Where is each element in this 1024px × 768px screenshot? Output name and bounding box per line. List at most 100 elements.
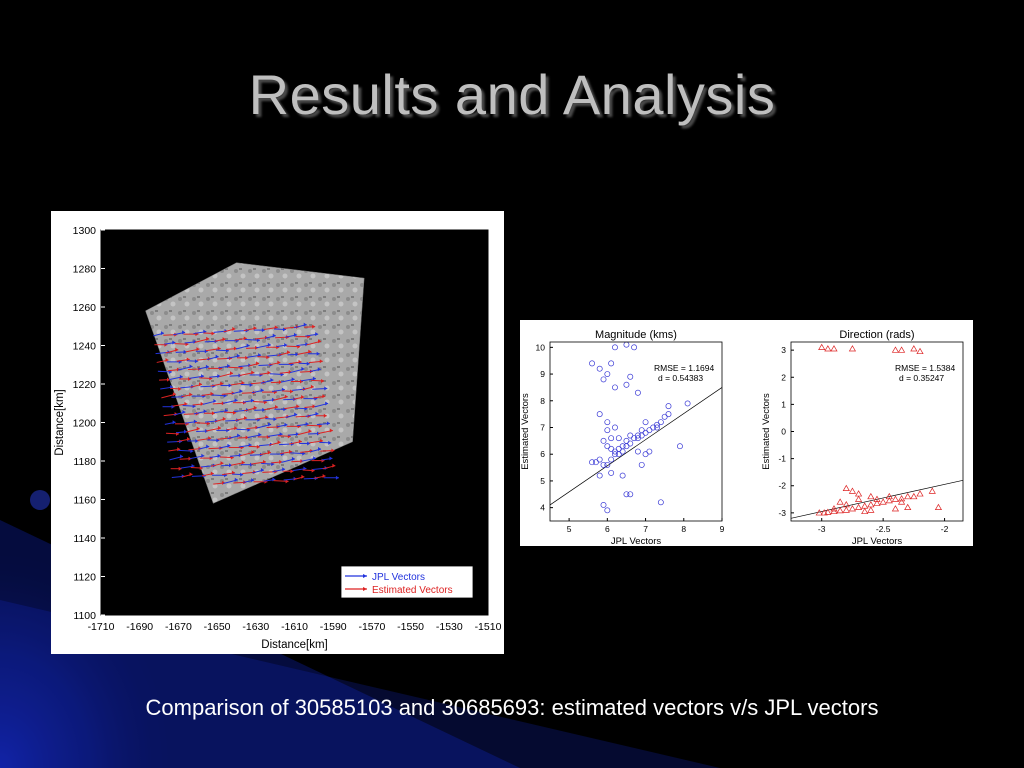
vector-arrowhead: [303, 466, 307, 471]
y-tick-label: 1100: [73, 610, 96, 622]
magnitude-point: [608, 469, 615, 476]
direction-point: [867, 501, 875, 508]
vector-arrowhead: [249, 382, 253, 387]
direction-point: [885, 492, 893, 500]
magnitude-point: [596, 472, 603, 479]
y-tick-label: 1280: [73, 264, 97, 276]
vector-arrowhead: [313, 456, 317, 461]
vector-arrowhead: [199, 466, 203, 471]
x-tick-label: -1510: [475, 621, 502, 633]
magnitude-point: [623, 443, 630, 450]
direction-annotation: d = 0.35247: [899, 373, 944, 383]
vector-arrowhead: [266, 434, 270, 439]
vector-arrowhead: [206, 336, 210, 341]
direction-point: [897, 495, 906, 502]
magnitude-point: [612, 451, 618, 458]
direction-title: Direction (rads): [839, 329, 914, 341]
legend-box: [340, 565, 474, 599]
magnitude-fit-line: [549, 387, 723, 506]
direction-y-tick-label: -3: [778, 508, 786, 518]
magnitude-point: [634, 389, 641, 396]
vector-arrowhead: [272, 333, 276, 338]
direction-y-tick-label: 3: [781, 345, 786, 355]
vector-arrowhead: [335, 475, 339, 480]
vector-arrowhead: [186, 436, 190, 441]
magnitude-title: Magnitude (kms): [595, 329, 677, 341]
vector-arrowhead: [217, 346, 221, 351]
magnitude-point: [596, 411, 603, 418]
vector-arrowhead: [241, 460, 245, 465]
vector-arrowhead: [318, 339, 322, 344]
vector-arrowhead: [251, 450, 255, 455]
direction-x-axis-label: JPL Vectors: [852, 536, 903, 546]
vector-arrowhead: [262, 459, 266, 464]
vector-arrowhead: [177, 447, 181, 452]
direction-point: [830, 505, 838, 512]
x-tick-label: -1530: [436, 621, 463, 633]
magnitude-point: [638, 432, 645, 439]
magnitude-point: [596, 365, 603, 372]
magnitude-point: [642, 451, 649, 458]
vector-arrowhead: [273, 417, 277, 422]
vector-arrowhead: [320, 438, 324, 443]
magnitude-point: [612, 384, 618, 391]
vector-arrowhead: [165, 358, 169, 363]
vector-arrowhead: [318, 447, 322, 452]
vector-arrowhead: [182, 410, 186, 415]
vector-arrowhead: [213, 398, 217, 403]
y-tick-label: 1180: [73, 456, 96, 468]
magnitude-point: [619, 472, 626, 479]
vector-arrowhead: [179, 374, 183, 379]
magnitude-point: [608, 445, 615, 452]
magnitude-point: [600, 437, 607, 444]
vector-arrowhead: [167, 377, 171, 382]
vector-arrowhead: [332, 463, 336, 468]
direction-point: [891, 505, 900, 512]
vector-arrowhead: [295, 432, 299, 437]
vector-arrowhead: [206, 444, 210, 449]
direction-plot: Direction (rads) -3 -2.5 -2 -3 -2 -1 0 1 2 3 JPL Ve…: [761, 329, 964, 547]
magnitude-point: [608, 435, 615, 442]
direction-x-tick-label: -2: [941, 524, 949, 534]
vector-arrowhead: [180, 454, 184, 459]
vector-arrowhead: [307, 441, 311, 446]
vector-arrowhead: [251, 478, 255, 483]
vector-arrowhead: [325, 401, 329, 406]
vector-arrowhead: [288, 370, 292, 375]
magnitude-point: [596, 456, 603, 463]
vector-arrowhead: [211, 411, 215, 416]
magnitude-x-tick-label: 5: [567, 524, 572, 534]
vector-arrowhead: [232, 326, 236, 331]
vector-arrowhead: [210, 391, 214, 396]
vector-arrowhead: [184, 429, 188, 434]
vector-arrowhead: [236, 353, 240, 358]
legend-arrowhead: [363, 574, 367, 578]
direction-point: [830, 345, 838, 352]
direction-annotation: RMSE = 1.5384: [895, 363, 956, 373]
magnitude-point: [604, 371, 611, 378]
direction-point: [848, 505, 857, 512]
vector-arrowhead: [266, 355, 270, 360]
vector-arrowhead: [253, 405, 257, 410]
vector-arrowhead: [250, 398, 254, 403]
vector-arrowhead: [291, 377, 295, 382]
vector-arrowhead: [196, 426, 200, 431]
comparison-scatter-figure: Magnitude (kms) 5 6 7 8 9 4 5 6 7 8 9 10 JPL Vectors E…: [520, 320, 973, 547]
vector-arrowhead: [301, 366, 305, 371]
magnitude-point: [612, 344, 618, 351]
vector-arrowhead: [306, 361, 310, 366]
y-tick-label: 1260: [73, 302, 97, 314]
vector-arrowhead: [228, 383, 232, 388]
vector-arrowhead: [190, 449, 194, 454]
magnitude-point: [642, 429, 649, 436]
direction-point: [818, 343, 826, 350]
magnitude-point: [627, 373, 634, 380]
direction-point: [879, 498, 887, 505]
vector-arrowhead: [208, 436, 212, 441]
vector-arrowhead: [319, 359, 323, 364]
vector-arrowhead: [245, 328, 249, 333]
slide-title: Results and Analysis: [248, 63, 776, 126]
vector-arrowhead: [234, 426, 238, 431]
direction-point: [836, 506, 844, 514]
vector-arrowhead: [234, 477, 238, 482]
